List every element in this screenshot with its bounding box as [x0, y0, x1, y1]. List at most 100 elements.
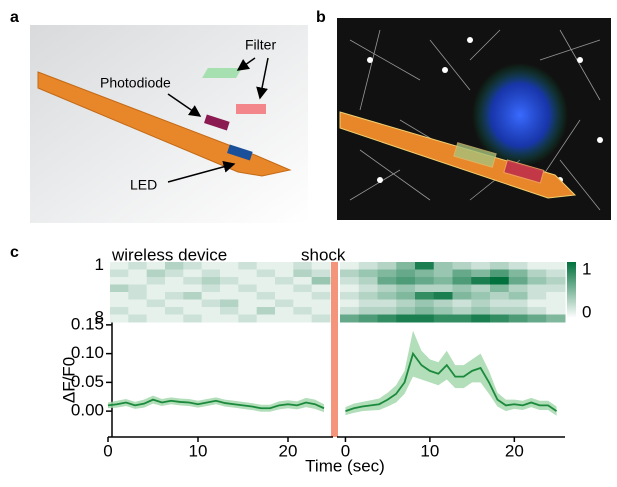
heatmap-cell	[508, 314, 528, 323]
shock-bar	[331, 262, 338, 437]
heatmap-cell	[256, 292, 276, 300]
heatmap-cell	[340, 292, 360, 300]
heatmap-cell	[471, 262, 491, 270]
neurons	[349, 29, 601, 211]
heatmap-cell	[433, 299, 453, 308]
heatmap-cell	[238, 269, 258, 278]
x-tick-label: 20	[505, 441, 524, 460]
heatmap-cell	[471, 269, 491, 278]
heatmap-cell	[275, 277, 294, 285]
heatmap-cell	[433, 277, 453, 285]
heatmap-cell	[452, 284, 472, 293]
x-tick-label: 20	[279, 441, 298, 460]
heatmap-cell	[110, 284, 129, 293]
heatmap-cell	[238, 284, 258, 293]
heatmap-cell	[238, 292, 258, 300]
heatmap-cell	[311, 262, 331, 270]
heatmap-cell	[396, 314, 416, 323]
heatmap-cell	[183, 262, 203, 270]
heatmap-cell	[128, 299, 148, 308]
heatmap-cell	[377, 292, 397, 300]
heatmap-cell	[396, 284, 416, 293]
colorbar-label: 1	[582, 259, 591, 278]
heatmap-cell	[146, 277, 166, 285]
heatmap-cell	[238, 262, 258, 270]
heatmap-cell	[220, 269, 239, 278]
heatmap-cell	[201, 299, 221, 308]
heatmap-cell	[358, 269, 378, 278]
glow	[472, 63, 568, 167]
heatmap-cell	[165, 269, 184, 278]
heatmap-cell	[377, 299, 397, 308]
heatmap-cell	[396, 292, 416, 300]
heatmap-cell	[396, 277, 416, 285]
heatmap-cell	[128, 314, 148, 323]
heatmap-cell	[508, 292, 528, 300]
heatmap-cell	[128, 277, 148, 285]
heatmap-cell	[415, 277, 435, 285]
x-tick-label: 10	[189, 441, 208, 460]
heatmap-cell	[256, 284, 276, 293]
heatmap-cell	[146, 299, 166, 308]
heatmap-cell	[508, 299, 528, 308]
heatmap-cell	[220, 292, 239, 300]
heatmap-cell	[256, 314, 276, 323]
heatmap-cell	[471, 277, 491, 285]
heatmap-cell	[110, 269, 129, 278]
heatmap-cell	[311, 307, 331, 315]
heatmap-cell	[146, 292, 166, 300]
heatmap-cell	[471, 299, 491, 308]
heatmap-cell	[508, 284, 528, 293]
arrow	[236, 57, 256, 71]
heatmap-cell	[238, 314, 258, 323]
heatmap-cell	[433, 262, 453, 270]
heatmap-cell	[546, 307, 566, 315]
label: LED	[130, 177, 157, 193]
heatmap-cell	[275, 299, 294, 308]
heatmap-cell	[527, 299, 547, 308]
heatmap-cell	[415, 299, 435, 308]
heatmap-cell	[293, 284, 313, 293]
heatmap-cell	[490, 284, 510, 293]
heatmap-cell	[275, 307, 294, 315]
heatmap-cell	[293, 269, 313, 278]
heatmap-cell	[275, 292, 294, 300]
probe	[37, 71, 292, 177]
heatmap-cell	[311, 292, 331, 300]
heatmap-cell	[110, 307, 129, 315]
photodiode	[453, 142, 497, 168]
arrow	[256, 57, 269, 100]
heatmap-cell	[146, 307, 166, 315]
x-axis-label: Time (sec)	[305, 456, 385, 475]
heatmap-cell	[220, 284, 239, 293]
heatmap-cell	[490, 262, 510, 270]
heatmap-cell	[433, 269, 453, 278]
heatmap-cell	[311, 284, 331, 293]
heatmap-cell	[527, 292, 547, 300]
heatmap-cell	[220, 299, 239, 308]
filter	[236, 104, 266, 114]
heatmap-cell	[527, 284, 547, 293]
heatmap-cell	[377, 277, 397, 285]
heatmap-cell	[415, 269, 435, 278]
heatmap-cell	[358, 277, 378, 285]
heatmap-cell	[415, 292, 435, 300]
heatmap-cell	[490, 299, 510, 308]
row-label: 8	[95, 308, 104, 327]
heatmap-cell	[415, 262, 435, 270]
heatmap-cell	[508, 269, 528, 278]
heatmap-cell	[471, 307, 491, 315]
line	[345, 351, 558, 412]
heatmap-cell	[238, 307, 258, 315]
heatmap-cell	[508, 307, 528, 315]
heatmap-cell	[546, 284, 566, 293]
heatmap-cell	[396, 299, 416, 308]
annotation: shock	[301, 245, 346, 264]
heatmap-cell	[110, 314, 129, 323]
colorbar	[567, 262, 576, 318]
heatmap-cell	[146, 269, 166, 278]
heatmap-cell	[183, 284, 203, 293]
heatmap-cell	[220, 277, 239, 285]
heatmap-cell	[471, 292, 491, 300]
heatmap-cell	[452, 269, 472, 278]
